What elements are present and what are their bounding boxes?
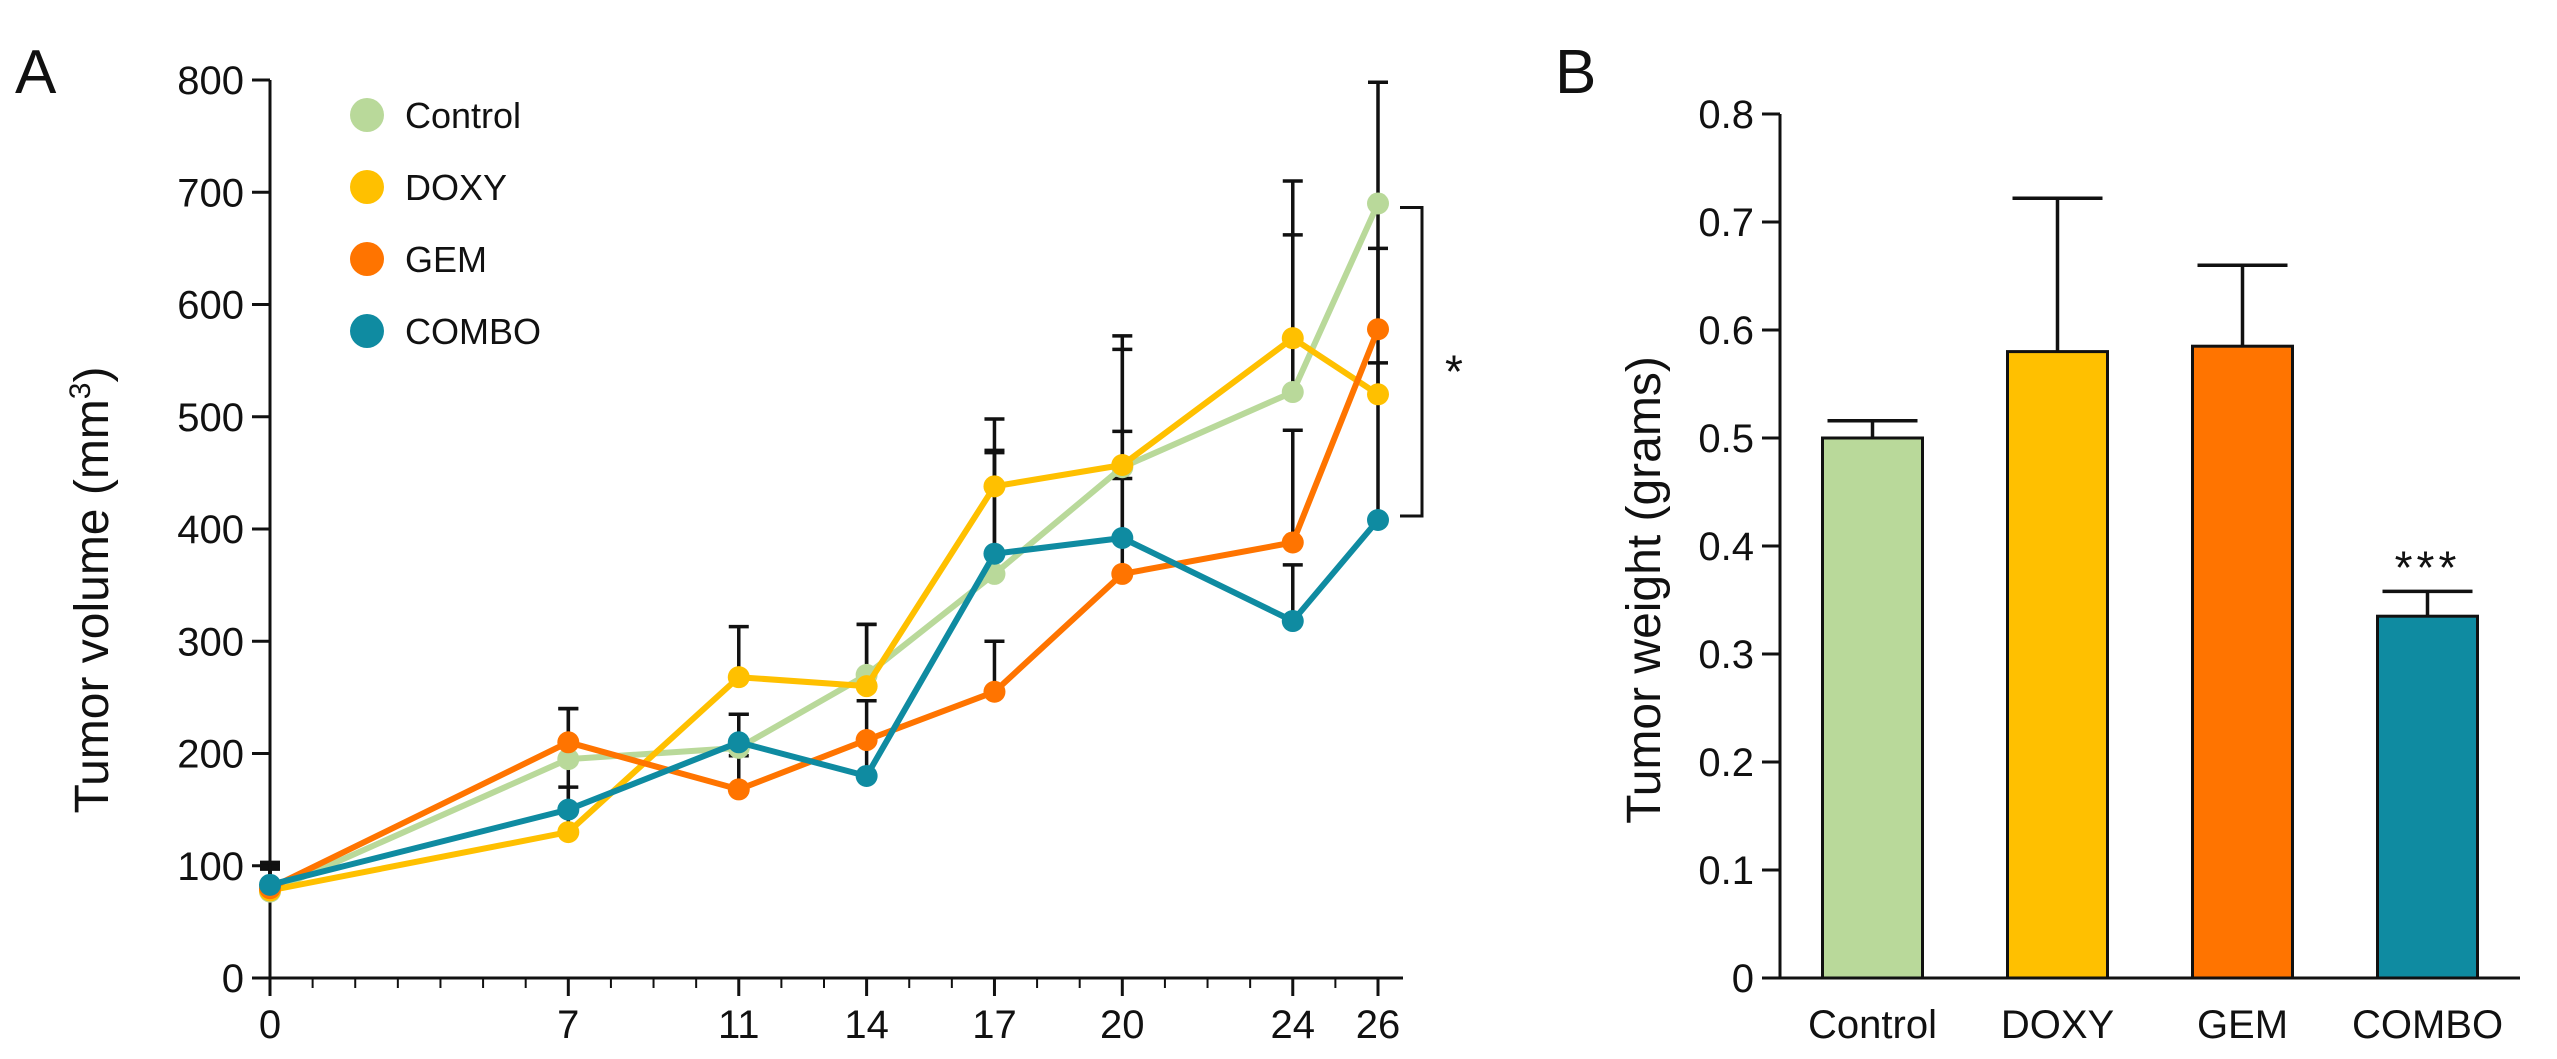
panel-a-y-tick-label: 600 — [177, 284, 244, 328]
panel-a-point-combo — [1281, 610, 1304, 633]
panel-a-legend-label-control: Control — [405, 95, 521, 136]
panel-a-point-combo — [1367, 509, 1389, 532]
panel-b-y-tick-label: 0.4 — [1698, 525, 1754, 569]
panel-a-point-control — [1281, 381, 1304, 404]
panel-a-point-doxy — [1281, 327, 1304, 350]
panel-b-bar-chart: 0 0.1 0.2 0.3 0.4 0.5 0.6 0.7 0.8 Control DOXY GEM C… — [1698, 93, 2520, 1047]
panel-a-point-combo — [557, 798, 580, 821]
panel-b-y-tick-label: 0.1 — [1698, 849, 1754, 893]
panel-a-point-gem — [557, 731, 580, 754]
panel-a-legend-label-gem: GEM — [405, 239, 487, 280]
panel-a-series-line-gem — [268, 328, 1381, 891]
panel-a-point-doxy — [1111, 454, 1134, 477]
panel-a-legend-marker-doxy — [350, 170, 384, 204]
panel-b-x-tick-label: COMBO — [2352, 1003, 2503, 1047]
panel-a-point-gem — [1111, 562, 1134, 585]
panel-a-point-doxy — [1367, 383, 1389, 406]
panel-a-y-tick-label: 400 — [177, 508, 244, 552]
panel-a-series-line-combo — [269, 518, 1381, 888]
panel-b-bar-doxy — [2006, 350, 2109, 980]
panel-a-legend-label-doxy: DOXY — [405, 167, 507, 208]
panel-b-y-tick-label: 0.7 — [1698, 201, 1754, 245]
panel-a-significance-bracket — [1400, 205, 1424, 518]
panel-a-y-tick-label: 200 — [177, 733, 244, 777]
panel-a-point-gem — [1367, 318, 1389, 341]
panel-b-y-tick-label: 0.2 — [1698, 741, 1754, 785]
panel-a-y-tick-label: 100 — [177, 845, 244, 889]
panel-a-y-tick-label: 700 — [177, 171, 244, 215]
panel-a-legend-marker-gem — [350, 242, 384, 276]
panel-a-legend-marker-combo — [350, 314, 384, 348]
panel-a-point-control — [557, 748, 580, 771]
panel-a-letter: A — [15, 38, 57, 107]
panel-a-point-doxy — [983, 475, 1006, 498]
panel-a-point-gem — [983, 680, 1006, 703]
panel-a-y-axis-title: Tumor volume (mm3) — [64, 367, 119, 814]
panel-a-y-tick-label: 800 — [177, 59, 244, 103]
panel-a-line-chart: 0 100 200 300 400 500 600 700 800 0 7 11 14 17 20 24 26 C… — [177, 59, 1463, 1047]
panel-a-point-combo — [855, 764, 878, 787]
panel-a-series-line-control — [268, 202, 1381, 895]
panel-a-x-tick-label: 11 — [718, 1003, 760, 1047]
panel-a-point-combo — [1111, 526, 1134, 549]
panel-a-point-combo — [727, 731, 750, 754]
panel-a-point-gem — [1281, 531, 1304, 554]
panel-a-x-tick-label: 14 — [844, 1003, 889, 1047]
panel-a-point-doxy — [855, 675, 878, 698]
panel-b-y-tick-label: 0.6 — [1698, 309, 1754, 353]
panel-b-significance-marker: *** — [2395, 541, 2461, 593]
panel-a-significance-marker: * — [1445, 346, 1463, 398]
panel-a-point-gem — [727, 778, 750, 801]
panel-a-x-tick-label: 17 — [972, 1003, 1017, 1047]
panel-b-bar-control — [1821, 436, 1924, 980]
panel-b-y-tick-label: 0.3 — [1698, 633, 1754, 677]
panel-a-x-tick-label: 0 — [259, 1003, 281, 1047]
panel-a-point-combo — [259, 873, 281, 896]
panel-b-bar-combo — [2376, 614, 2479, 980]
panel-a-y-tick-label: 300 — [177, 620, 244, 664]
panel-a-point-gem — [855, 729, 878, 752]
panel-a-y-tick-label: 500 — [177, 396, 244, 440]
panel-a-legend-marker-control — [350, 98, 384, 132]
panel-b-x-tick-label: Control — [1808, 1003, 1937, 1047]
panel-a-x-tick-label: 20 — [1100, 1003, 1145, 1047]
panel-a-y-tick-label: 0 — [222, 957, 244, 1001]
panel-a-legend-label-combo: COMBO — [405, 311, 541, 352]
panel-b-x-tick-label: GEM — [2197, 1003, 2288, 1047]
panel-b-y-tick-label: 0.5 — [1698, 417, 1754, 461]
panel-a-point-doxy — [557, 821, 580, 844]
panel-b-y-tick-label: 0.8 — [1698, 93, 1754, 137]
panel-b-y-tick-label: 0 — [1732, 957, 1754, 1001]
panel-a-point-combo — [983, 542, 1006, 565]
panel-a-x-tick-label: 7 — [557, 1003, 579, 1047]
panel-a-point-control — [1367, 192, 1389, 215]
panel-b-bar-gem — [2191, 344, 2294, 980]
panel-b-letter: B — [1555, 38, 1596, 107]
panel-a-x-tick-label: 26 — [1356, 1003, 1401, 1047]
panel-b-x-tick-label: DOXY — [2001, 1003, 2114, 1047]
panel-a-x-tick-label: 24 — [1271, 1003, 1316, 1047]
panel-a-series-line-doxy — [269, 335, 1380, 894]
panel-a-point-doxy — [727, 666, 750, 689]
panel-b-y-axis-title: Tumor weight (grams) — [1618, 356, 1671, 824]
